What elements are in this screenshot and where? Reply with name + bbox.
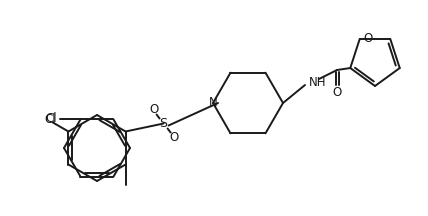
Text: O: O [363,32,372,45]
Text: N: N [208,97,217,110]
Text: Cl: Cl [45,113,56,126]
Text: Cl: Cl [45,112,56,125]
Text: O: O [149,103,158,116]
Text: NH: NH [309,76,327,89]
Text: O: O [333,86,342,98]
Text: O: O [169,131,178,144]
Text: S: S [160,117,168,130]
